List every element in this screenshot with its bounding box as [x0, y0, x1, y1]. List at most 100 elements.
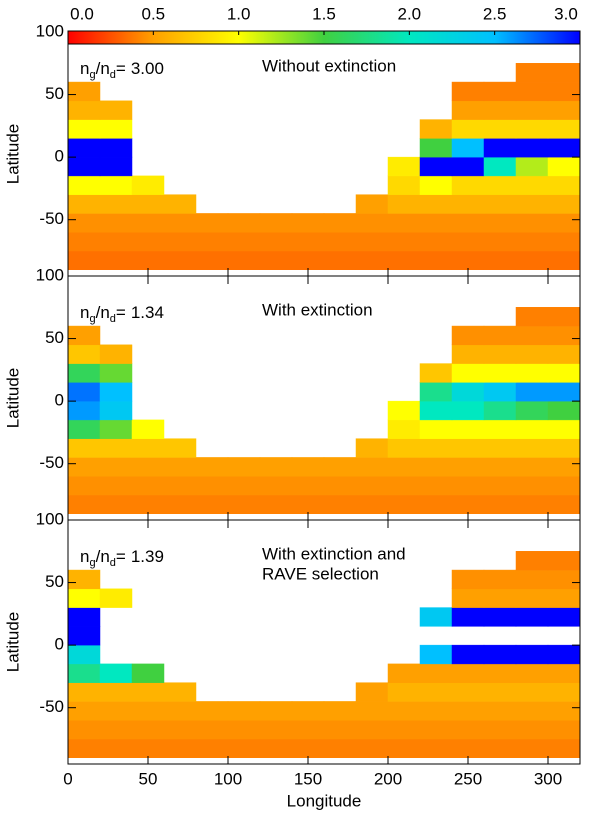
- plot-frame: [67, 519, 581, 765]
- panel-note: Without extinction: [262, 56, 396, 75]
- cell: [323, 250, 357, 270]
- cell: [483, 231, 517, 252]
- cell: [291, 475, 325, 496]
- cell: [355, 194, 389, 214]
- cell: [195, 213, 229, 233]
- cell: [131, 213, 165, 233]
- cell: [483, 213, 517, 233]
- cell: [515, 682, 549, 702]
- cell: [547, 569, 580, 590]
- cell: [323, 738, 357, 758]
- cell: [547, 551, 580, 571]
- cell: [323, 494, 357, 514]
- ratio-value: 3.00: [131, 59, 164, 78]
- cell: [99, 682, 133, 702]
- cell: [68, 213, 101, 233]
- cell: [419, 644, 453, 665]
- cell: [355, 438, 389, 458]
- cell: [227, 231, 261, 252]
- cell: [131, 494, 165, 514]
- cell: [68, 607, 101, 627]
- cell: [451, 607, 485, 627]
- cell: [515, 213, 549, 233]
- x-tick-label: 100: [214, 769, 242, 788]
- cell: [451, 382, 485, 402]
- cell: [547, 644, 580, 665]
- ratio-part: g: [89, 313, 95, 325]
- cell: [99, 194, 133, 214]
- cell: [547, 719, 580, 740]
- cell: [451, 119, 485, 139]
- cell: [227, 494, 261, 514]
- cell: [419, 494, 453, 514]
- cell: [419, 701, 453, 721]
- cell: [291, 719, 325, 740]
- cell: [163, 250, 197, 270]
- cell: [68, 438, 101, 458]
- cell: [419, 175, 453, 195]
- ratio-part: /n: [96, 303, 110, 322]
- cell: [483, 569, 517, 590]
- cell: [451, 213, 485, 233]
- x-tick-label: 0: [63, 769, 72, 788]
- ratio-part: =: [116, 303, 126, 322]
- cell: [547, 250, 580, 270]
- cell: [355, 494, 389, 514]
- ratio-part: n: [80, 303, 89, 322]
- cell: [99, 400, 133, 421]
- cell: [419, 156, 453, 177]
- cell: [68, 626, 101, 646]
- cell: [68, 719, 101, 740]
- cell: [163, 682, 197, 702]
- cell: [547, 138, 580, 158]
- cell: [419, 194, 453, 214]
- cell: [68, 156, 101, 177]
- cell: [68, 325, 101, 346]
- cell: [483, 457, 517, 477]
- cell: [483, 607, 517, 627]
- cell: [483, 701, 517, 721]
- cell: [68, 644, 101, 665]
- cell: [483, 156, 517, 177]
- y-tick-label: 100: [36, 265, 64, 284]
- cell: [68, 701, 101, 721]
- cell: [547, 63, 580, 83]
- cell: [195, 231, 229, 252]
- cell: [515, 325, 549, 346]
- x-tick-label: 200: [374, 769, 402, 788]
- cell: [515, 344, 549, 364]
- cell: [259, 231, 293, 252]
- cell: [419, 250, 453, 270]
- cell: [99, 475, 133, 496]
- cell: [515, 194, 549, 214]
- cell: [547, 119, 580, 139]
- cell: [547, 701, 580, 721]
- cell: [483, 438, 517, 458]
- cell: [419, 457, 453, 477]
- cell: [515, 551, 549, 571]
- cell: [355, 213, 389, 233]
- cell: [515, 138, 549, 158]
- cell: [419, 363, 453, 383]
- cell: [515, 438, 549, 458]
- cell: [515, 231, 549, 252]
- cell: [163, 494, 197, 514]
- cell: [355, 457, 389, 477]
- cell: [131, 457, 165, 477]
- cell: [68, 457, 101, 477]
- cell: [515, 81, 549, 102]
- colorbar-tick-label: 1.5: [312, 4, 336, 23]
- cell: [99, 494, 133, 514]
- cell: [291, 701, 325, 721]
- cell: [131, 438, 165, 458]
- cell: [131, 250, 165, 270]
- cell: [163, 194, 197, 214]
- cell: [131, 194, 165, 214]
- cells: [68, 63, 580, 270]
- cell: [483, 325, 517, 346]
- cell: [483, 344, 517, 364]
- cell: [99, 138, 133, 158]
- ratio-part: /n: [96, 59, 110, 78]
- cell: [547, 607, 580, 627]
- cell: [259, 701, 293, 721]
